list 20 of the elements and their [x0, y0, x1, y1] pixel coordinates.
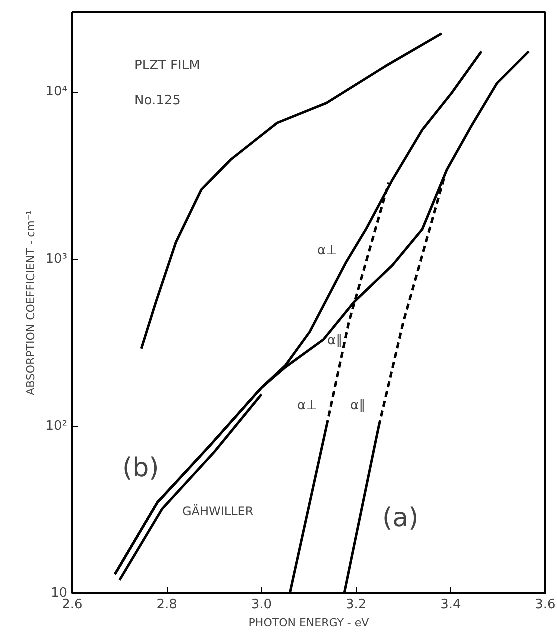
x-tick-label: 3.0 — [251, 598, 272, 612]
x-axis-title: PHOTON ENERGY - eV — [248, 616, 370, 630]
x-tick-label: 3.2 — [346, 598, 367, 612]
y-tick-label: 10⁴ — [46, 84, 68, 100]
x-tick-label: 2.6 — [62, 598, 83, 612]
x-tick-label: 3.4 — [440, 598, 462, 612]
annotation: PLZT FILM — [134, 58, 200, 74]
annotation: α⊥ — [298, 398, 318, 414]
annotation: (b) — [122, 454, 160, 484]
y-axis-title: ABSORPTION COEFFICIENT - cm⁻¹ — [24, 210, 38, 396]
annotation: α⊥ — [318, 244, 338, 258]
annotation: α∥ — [328, 334, 343, 348]
y-tick-label: 10² — [46, 418, 68, 434]
annotation: No.125 — [134, 94, 181, 108]
annotation: α∥ — [350, 398, 366, 414]
x-tick-label: 2.8 — [156, 598, 178, 612]
annotation: GÄHWILLER — [182, 504, 254, 518]
annotation: (a) — [382, 504, 419, 534]
x-tick-label: 3.6 — [535, 598, 556, 612]
y-tick-label: 10³ — [46, 252, 68, 267]
